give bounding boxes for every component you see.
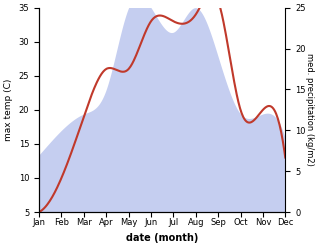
X-axis label: date (month): date (month) (126, 233, 198, 243)
Y-axis label: med. precipitation (kg/m2): med. precipitation (kg/m2) (305, 53, 314, 166)
Y-axis label: max temp (C): max temp (C) (4, 79, 13, 141)
